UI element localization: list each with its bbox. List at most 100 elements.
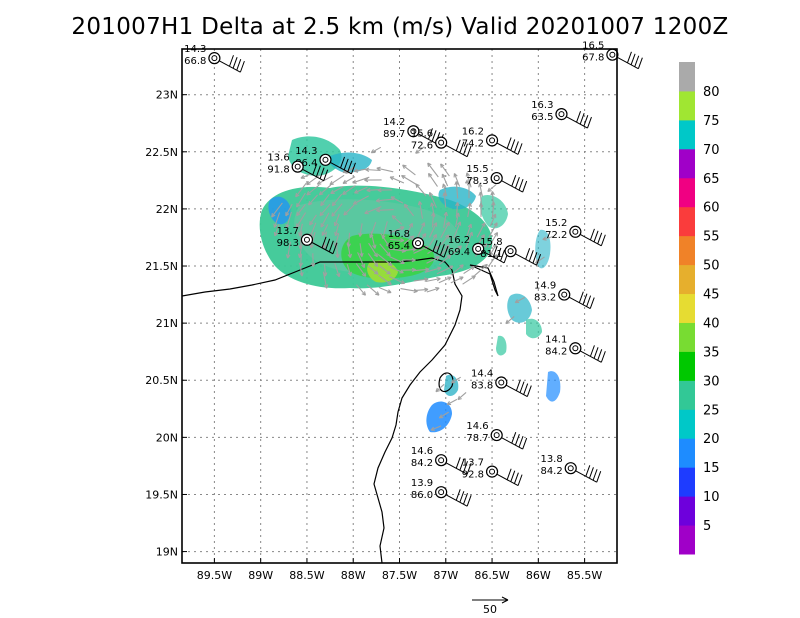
station-marker: 14.983.2	[534, 281, 595, 310]
y-tick-label: 19N	[156, 546, 178, 559]
wind-vector	[415, 146, 425, 154]
wind-vector	[322, 271, 329, 289]
barb-flag	[593, 230, 599, 243]
barb-flag	[522, 180, 528, 193]
barb-flag	[463, 143, 468, 155]
barb-flag	[328, 240, 334, 252]
station-marker: 16.567.8	[582, 41, 643, 70]
station-ring	[490, 428, 503, 442]
wind-vector	[285, 241, 291, 259]
barb-flag	[506, 468, 512, 480]
station-dot	[493, 175, 500, 182]
station-speed-label: 13.8	[540, 454, 562, 465]
barb-flag	[596, 471, 602, 483]
wind-vector	[273, 212, 281, 228]
barb-flag	[583, 114, 589, 127]
station-speed-label: 15.2	[545, 218, 567, 229]
station-pressure-label: 67.8	[582, 53, 604, 64]
station-marker: 16.269.4	[448, 235, 509, 264]
barb-flag	[496, 247, 502, 260]
colorbar-swatch	[679, 438, 695, 468]
station-speed-label: 16.8	[388, 229, 410, 240]
wind-vector	[425, 276, 441, 283]
wind-vector	[450, 264, 464, 276]
wind-vector	[453, 172, 461, 187]
wind-vector	[370, 146, 382, 154]
station-dot	[475, 245, 482, 252]
wind-vector	[354, 186, 368, 194]
station-dot	[558, 111, 565, 118]
wind-vector	[514, 296, 526, 304]
station-ring	[435, 454, 448, 467]
colorbar-swatch	[679, 351, 695, 381]
barb-flag	[518, 178, 524, 191]
wind-vector	[377, 253, 393, 267]
barb-flag	[463, 461, 468, 473]
wind-vector	[436, 265, 454, 275]
y-tick-label: 21.5N	[145, 260, 178, 273]
barb-flag	[586, 295, 592, 307]
barb-flag	[589, 228, 595, 241]
wind-vector	[389, 176, 405, 184]
x-tick-label: 88.5W	[289, 569, 324, 582]
station-pressure-label: 72.2	[545, 230, 567, 241]
wind-vector	[429, 222, 438, 238]
barb-flag	[582, 293, 588, 305]
wind-vector	[300, 173, 312, 179]
wind-vector	[377, 187, 393, 193]
wind-vector	[389, 275, 406, 285]
wind-vector	[364, 177, 382, 183]
reference-vector: 50	[472, 596, 509, 616]
wind-vector	[454, 181, 459, 199]
barb-flag	[431, 130, 437, 142]
station-ring	[472, 242, 485, 255]
station-speed-label: 13.9	[411, 478, 433, 489]
station-marker: 13.691.8	[267, 153, 329, 182]
wind-vector	[347, 242, 353, 259]
wind-vector	[299, 263, 304, 277]
y-tick-label: 20N	[156, 431, 178, 444]
station-ring	[319, 153, 332, 166]
x-tick-label: 88W	[341, 569, 366, 582]
barb-flag	[513, 141, 519, 153]
wind-vector	[427, 162, 439, 178]
barb-flag	[239, 60, 245, 73]
x-tick-label: 86W	[526, 569, 551, 582]
station-dot	[507, 248, 514, 255]
y-tick-label: 20.5N	[145, 374, 178, 387]
station-speed-label: 16.2	[462, 126, 484, 137]
barb-flag	[455, 489, 461, 501]
wind-vector	[333, 213, 340, 227]
wind-vector	[450, 376, 461, 384]
barb-flag	[514, 433, 520, 446]
wind-vector	[355, 263, 367, 277]
y-tick-label: 23N	[156, 89, 178, 102]
barb-flag	[626, 51, 632, 64]
barb-flag	[466, 463, 472, 475]
station-dot	[572, 345, 579, 352]
station-marker: 14.483.8	[471, 369, 532, 397]
wind-vector	[343, 204, 355, 216]
station-ring	[555, 108, 568, 121]
barb-flag	[323, 169, 329, 181]
station-dot	[410, 128, 417, 135]
station-ring	[564, 462, 577, 475]
wind-vector	[390, 238, 405, 243]
barb-flag	[510, 470, 516, 482]
colorbar-label: 30	[703, 374, 720, 389]
station-speed-label: 16.5	[582, 41, 604, 52]
barb-flag	[347, 160, 353, 173]
barb-flag	[312, 163, 318, 175]
station-marker: 13.792.8	[462, 458, 523, 487]
wind-vector	[426, 256, 440, 264]
station-dot	[438, 457, 445, 464]
wind-vector	[431, 212, 436, 228]
barb-flag	[523, 383, 529, 395]
station-dot	[415, 240, 422, 247]
station-marker: 13.884.2	[540, 454, 602, 483]
wind-vector	[487, 184, 497, 193]
station-speed-label: 13.7	[462, 458, 484, 469]
station-ring	[569, 342, 582, 355]
wind-vector	[359, 243, 364, 257]
